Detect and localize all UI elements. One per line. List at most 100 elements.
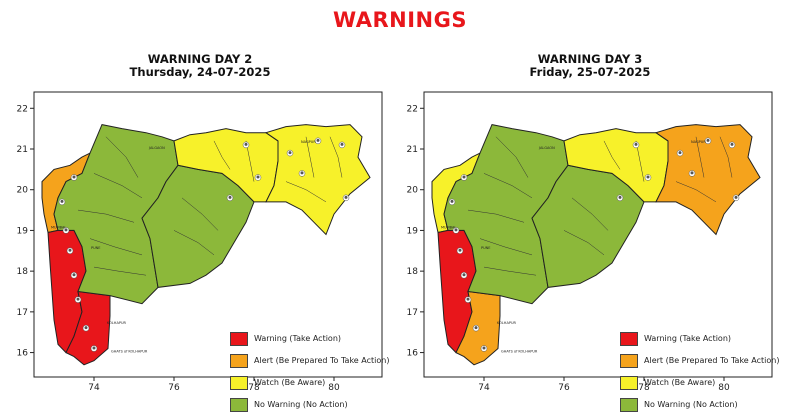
warning-map: MUMBAI JALGAON NAGPUR PUNE KOLHAPUR GHATS of … bbox=[407, 91, 773, 393]
district-boundary bbox=[479, 238, 533, 256]
district-boundary bbox=[305, 136, 315, 178]
y-tick-label: 19 bbox=[407, 226, 419, 236]
rain-cloud-icon bbox=[70, 271, 78, 279]
rain-cloud-icon bbox=[226, 194, 234, 202]
panel-title: WARNING DAY 2 bbox=[147, 52, 253, 66]
legend-swatch-no-warning bbox=[230, 398, 248, 412]
rain-cloud-icon bbox=[676, 149, 684, 157]
legend-label: Warning (Take Action) bbox=[644, 334, 732, 343]
district-boundary bbox=[181, 197, 219, 231]
x-tick-label: 76 bbox=[558, 383, 570, 393]
district-boundary bbox=[285, 181, 327, 203]
rain-cloud-icon bbox=[688, 170, 696, 177]
page-title: WARNINGS bbox=[333, 8, 467, 32]
rain-cloud-icon bbox=[460, 174, 468, 181]
warning-map-panel-day3: WARNING DAY 3 Friday, 25-07-2025 MUMBAI J… bbox=[400, 52, 780, 412]
y-tick-label: 20 bbox=[407, 186, 419, 196]
legend-label: Alert (Be Prepared To Take Action) bbox=[644, 356, 780, 365]
rain-cloud-icon bbox=[70, 174, 78, 181]
city-label: PUNE bbox=[481, 246, 491, 250]
rain-cloud-icon bbox=[58, 198, 66, 206]
city-label: GHATS of KOLHAPUR bbox=[501, 350, 538, 354]
legend-item-watch: Watch (Be Aware) bbox=[230, 376, 390, 392]
legend-swatch-alert bbox=[230, 354, 248, 368]
y-tick-label: 22 bbox=[17, 104, 28, 114]
panel-title: WARNING DAY 3 bbox=[537, 52, 643, 66]
y-tick-label: 16 bbox=[407, 349, 419, 359]
district-boundary bbox=[719, 136, 733, 178]
rain-cloud-icon bbox=[732, 194, 740, 202]
legend-swatch-no-warning bbox=[620, 398, 638, 412]
legend-swatch-watch bbox=[620, 376, 638, 390]
district-boundary bbox=[483, 266, 537, 276]
rain-cloud-icon bbox=[338, 141, 346, 149]
city-label: JALGAON bbox=[538, 146, 555, 150]
legend-swatch-warning bbox=[620, 332, 638, 346]
x-tick-label: 78 bbox=[638, 383, 650, 393]
district-boundary bbox=[563, 230, 605, 256]
legend-label: Alert (Be Prepared To Take Action) bbox=[254, 356, 390, 365]
rain-cloud-icon bbox=[616, 194, 624, 202]
panel-subtitle: Thursday, 24-07-2025 bbox=[129, 65, 271, 79]
legend-swatch-alert bbox=[620, 354, 638, 368]
legend-label: Warning (Take Action) bbox=[254, 334, 342, 343]
rain-cloud-icon bbox=[82, 324, 90, 332]
rain-cloud-icon bbox=[90, 345, 98, 352]
district-boundary bbox=[483, 173, 533, 199]
district-boundary bbox=[93, 266, 147, 276]
x-tick-label: 80 bbox=[328, 383, 340, 393]
city-label: JALGAON bbox=[148, 146, 165, 150]
rain-cloud-icon bbox=[464, 296, 472, 303]
rain-cloud-icon bbox=[728, 141, 736, 149]
rain-cloud-icon bbox=[254, 174, 262, 181]
district-boundary bbox=[495, 136, 529, 178]
x-tick-label: 76 bbox=[168, 383, 180, 393]
y-tick-label: 18 bbox=[407, 267, 419, 277]
city-label: NAGPUR bbox=[301, 140, 316, 144]
district-boundary bbox=[105, 136, 139, 178]
district-boundary bbox=[695, 136, 705, 178]
legend-item-alert: Alert (Be Prepared To Take Action) bbox=[620, 354, 780, 370]
rain-cloud-icon bbox=[452, 227, 460, 234]
legend-label: Watch (Be Aware) bbox=[254, 378, 326, 387]
rain-cloud-icon bbox=[286, 149, 294, 157]
district-boundary bbox=[93, 173, 143, 199]
rain-cloud-icon bbox=[456, 247, 464, 255]
rain-cloud-icon bbox=[644, 174, 652, 181]
x-tick-label: 80 bbox=[718, 383, 730, 393]
legend-item-watch: Watch (Be Aware) bbox=[620, 376, 780, 392]
rain-cloud-icon bbox=[448, 198, 456, 206]
rain-cloud-icon bbox=[298, 170, 306, 177]
city-label: PUNE bbox=[91, 246, 101, 250]
y-tick-label: 19 bbox=[17, 226, 29, 236]
warning-map-panel-day2: WARNING DAY 2 Thursday, 24-07-2025 MUMBA… bbox=[10, 52, 390, 412]
legend-label: Watch (Be Aware) bbox=[644, 378, 716, 387]
district-boundary bbox=[603, 140, 621, 170]
city-label: GHATS of KOLHAPUR bbox=[111, 350, 148, 354]
rain-cloud-icon bbox=[704, 137, 712, 145]
rain-cloud-icon bbox=[632, 141, 640, 149]
x-tick-label: 78 bbox=[248, 383, 260, 393]
district-boundary bbox=[329, 136, 343, 178]
panel-subtitle: Friday, 25-07-2025 bbox=[529, 65, 651, 79]
district-boundary bbox=[173, 230, 215, 256]
rain-cloud-icon bbox=[74, 296, 82, 303]
legend-item-no-warning: No Warning (No Action) bbox=[620, 398, 780, 414]
rain-cloud-icon bbox=[242, 141, 250, 149]
y-tick-label: 17 bbox=[17, 308, 28, 318]
y-tick-label: 22 bbox=[407, 104, 418, 114]
legend-item-no-warning: No Warning (No Action) bbox=[230, 398, 390, 414]
city-label: KOLHAPUR bbox=[107, 321, 127, 325]
x-tick-label: 74 bbox=[88, 383, 100, 393]
district-boundary bbox=[571, 197, 609, 231]
rain-cloud-icon bbox=[472, 324, 480, 332]
district-boundary bbox=[89, 238, 143, 256]
warning-map: MUMBAI JALGAON NAGPUR PUNE KOLHAPUR GHATS of … bbox=[17, 91, 383, 393]
y-tick-label: 17 bbox=[407, 308, 418, 318]
y-tick-label: 21 bbox=[17, 145, 28, 155]
city-label: NAGPUR bbox=[691, 140, 706, 144]
rain-cloud-icon bbox=[460, 271, 468, 279]
x-tick-label: 74 bbox=[478, 383, 490, 393]
rain-cloud-icon bbox=[62, 227, 70, 234]
district-boundary bbox=[467, 209, 525, 223]
